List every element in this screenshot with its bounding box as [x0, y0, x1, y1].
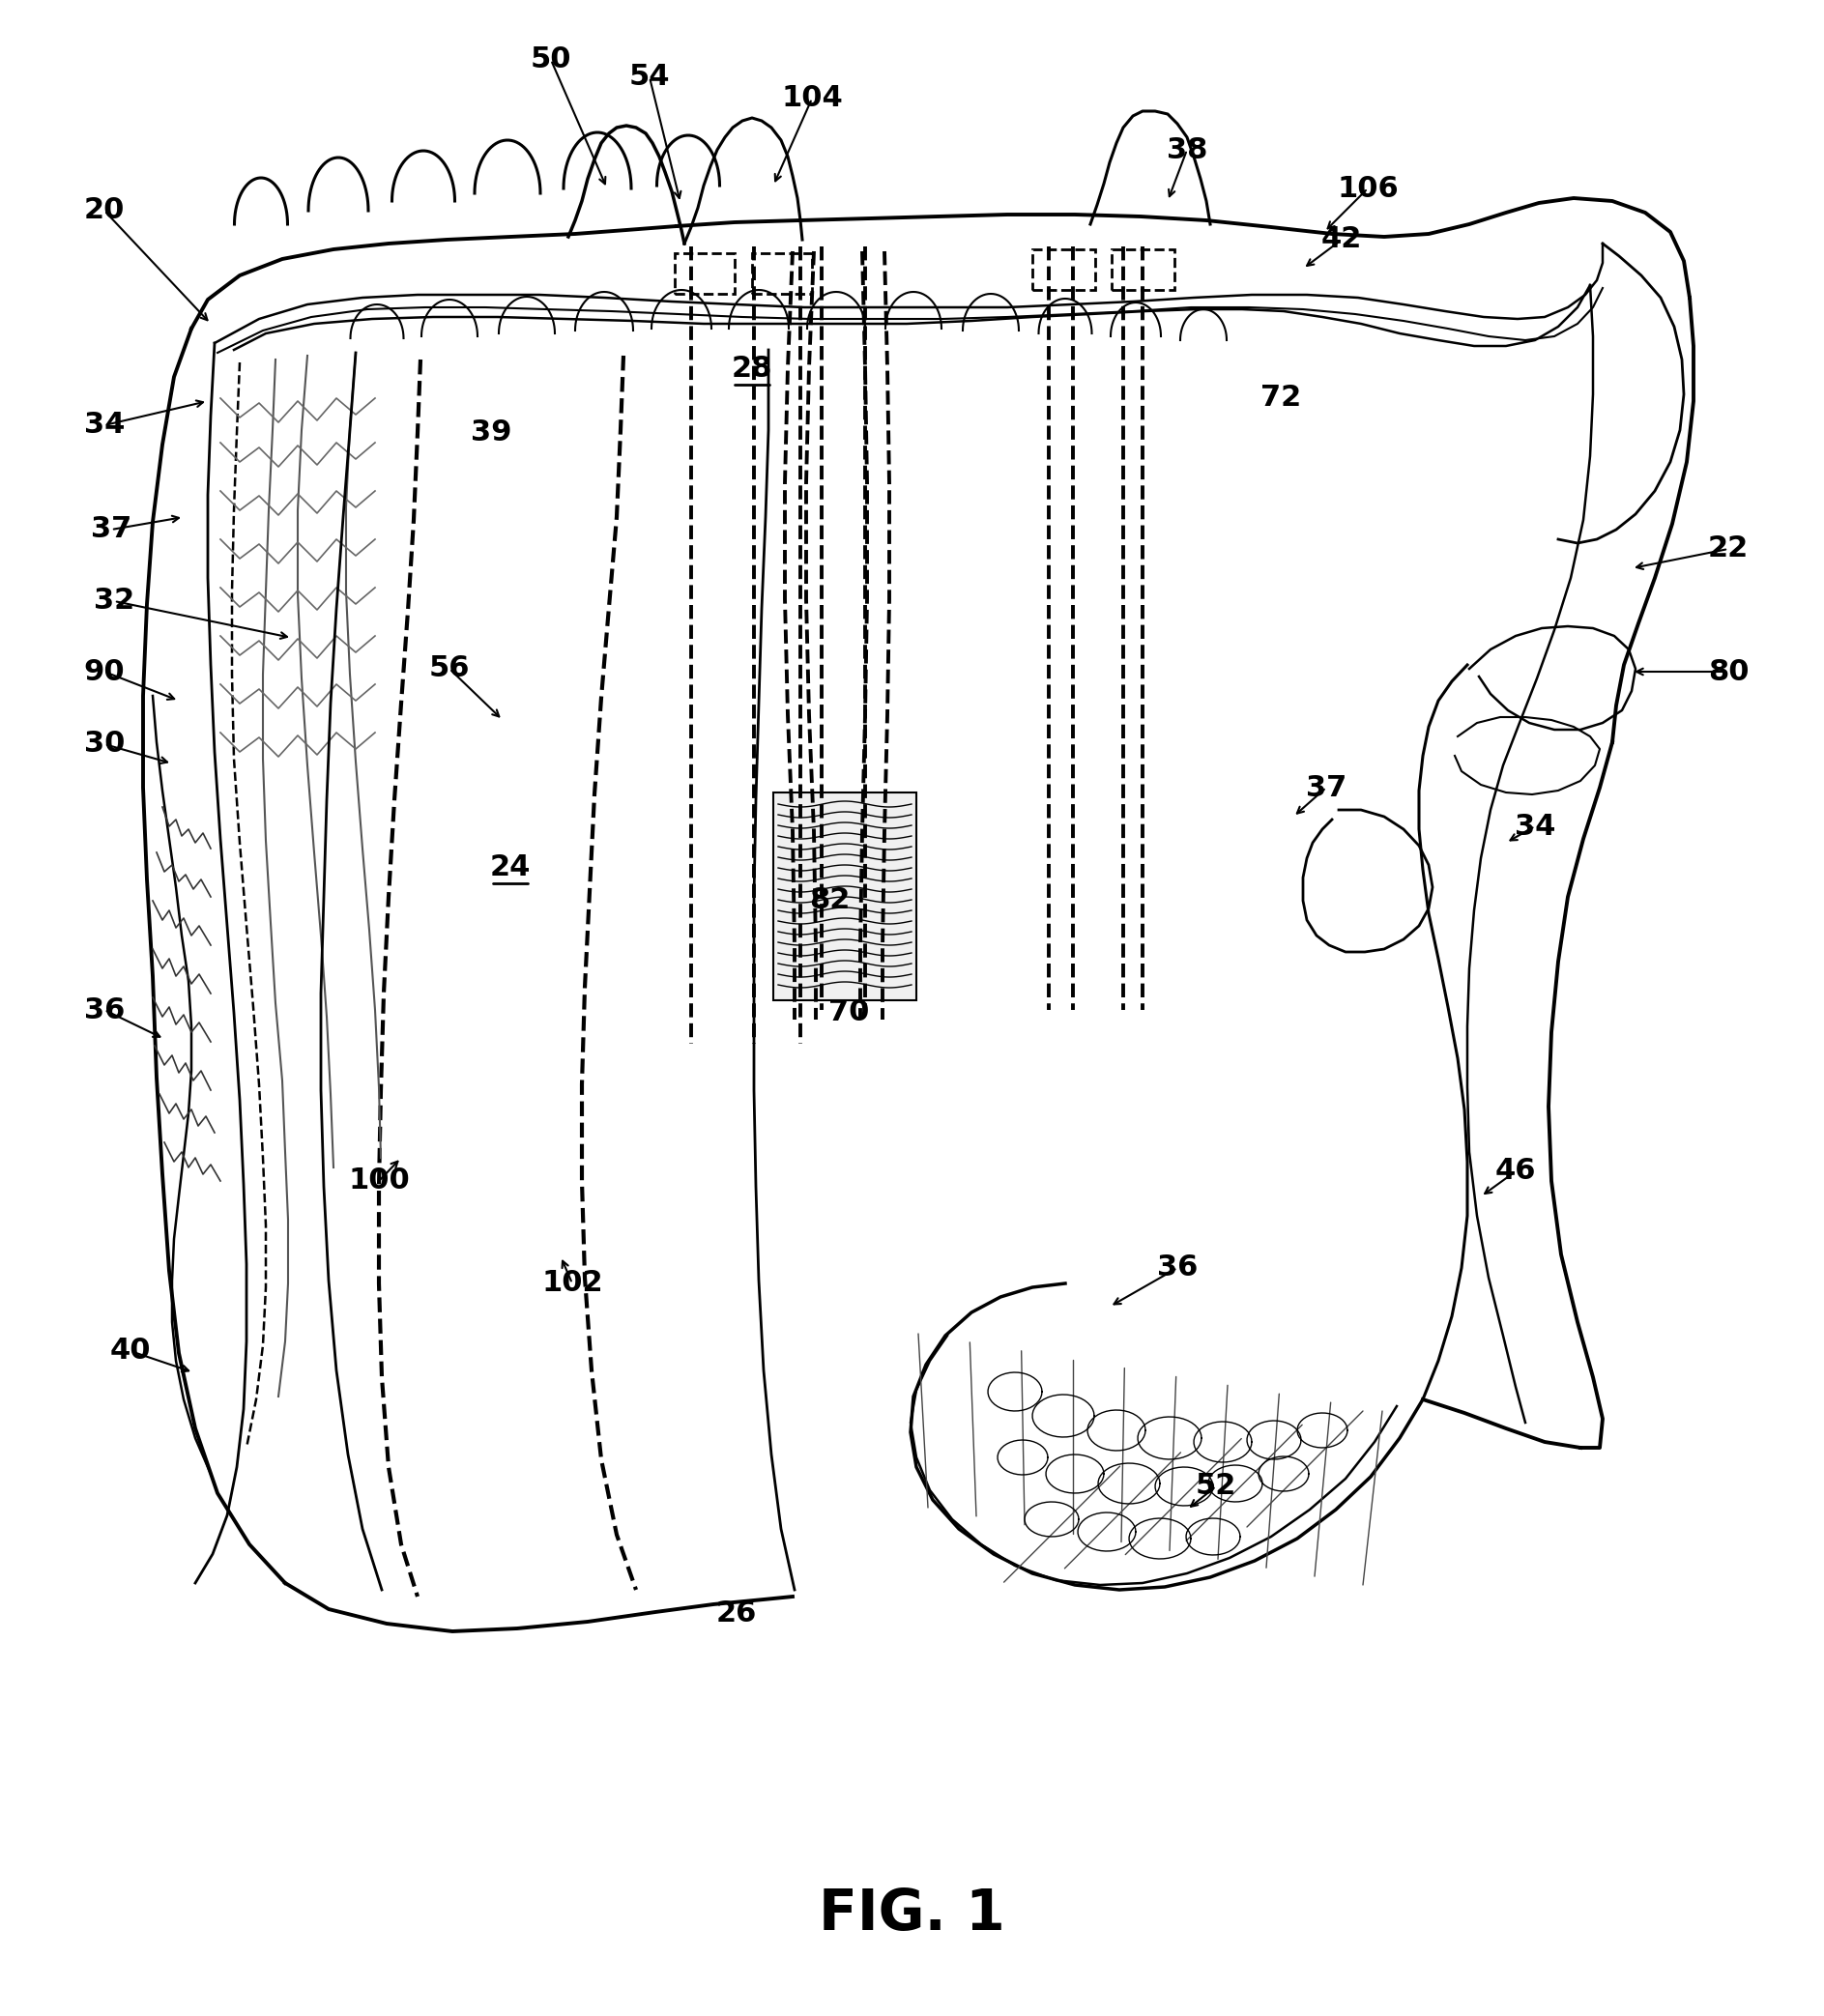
Text: 46: 46: [1496, 1157, 1536, 1185]
Text: 40: 40: [109, 1337, 151, 1365]
Bar: [751, 254, 812, 294]
Bar: [675, 254, 735, 294]
Text: 24: 24: [491, 855, 531, 881]
Text: 32: 32: [93, 587, 135, 615]
Text: 34: 34: [1514, 812, 1556, 841]
Text: 102: 102: [542, 1270, 604, 1298]
Text: 34: 34: [84, 411, 124, 439]
Text: FIG. 1: FIG. 1: [819, 1887, 1005, 1941]
Text: 100: 100: [348, 1167, 410, 1195]
Text: 72: 72: [1260, 385, 1301, 411]
Text: 36: 36: [1156, 1254, 1198, 1282]
Text: 20: 20: [84, 198, 124, 224]
Bar: [1032, 250, 1094, 290]
Text: 106: 106: [1337, 175, 1399, 202]
Text: 30: 30: [84, 730, 124, 758]
Text: 56: 56: [429, 655, 471, 683]
Text: 52: 52: [1195, 1472, 1237, 1500]
Text: 37: 37: [91, 516, 131, 544]
Text: 37: 37: [1306, 774, 1346, 802]
Text: 39: 39: [471, 419, 511, 448]
Text: 22: 22: [1707, 534, 1749, 562]
Bar: [773, 792, 916, 1000]
Text: 54: 54: [629, 62, 669, 91]
Text: 50: 50: [531, 46, 571, 75]
Text: 36: 36: [84, 996, 124, 1024]
Text: 80: 80: [1707, 657, 1749, 685]
Text: 28: 28: [731, 355, 773, 383]
Text: 70: 70: [828, 998, 870, 1026]
Text: 82: 82: [808, 887, 850, 915]
Text: 104: 104: [781, 85, 843, 113]
Text: 42: 42: [1321, 226, 1363, 254]
Bar: [1111, 250, 1175, 290]
Text: 90: 90: [84, 657, 126, 685]
Text: 26: 26: [717, 1601, 757, 1629]
Text: 38: 38: [1167, 135, 1207, 163]
